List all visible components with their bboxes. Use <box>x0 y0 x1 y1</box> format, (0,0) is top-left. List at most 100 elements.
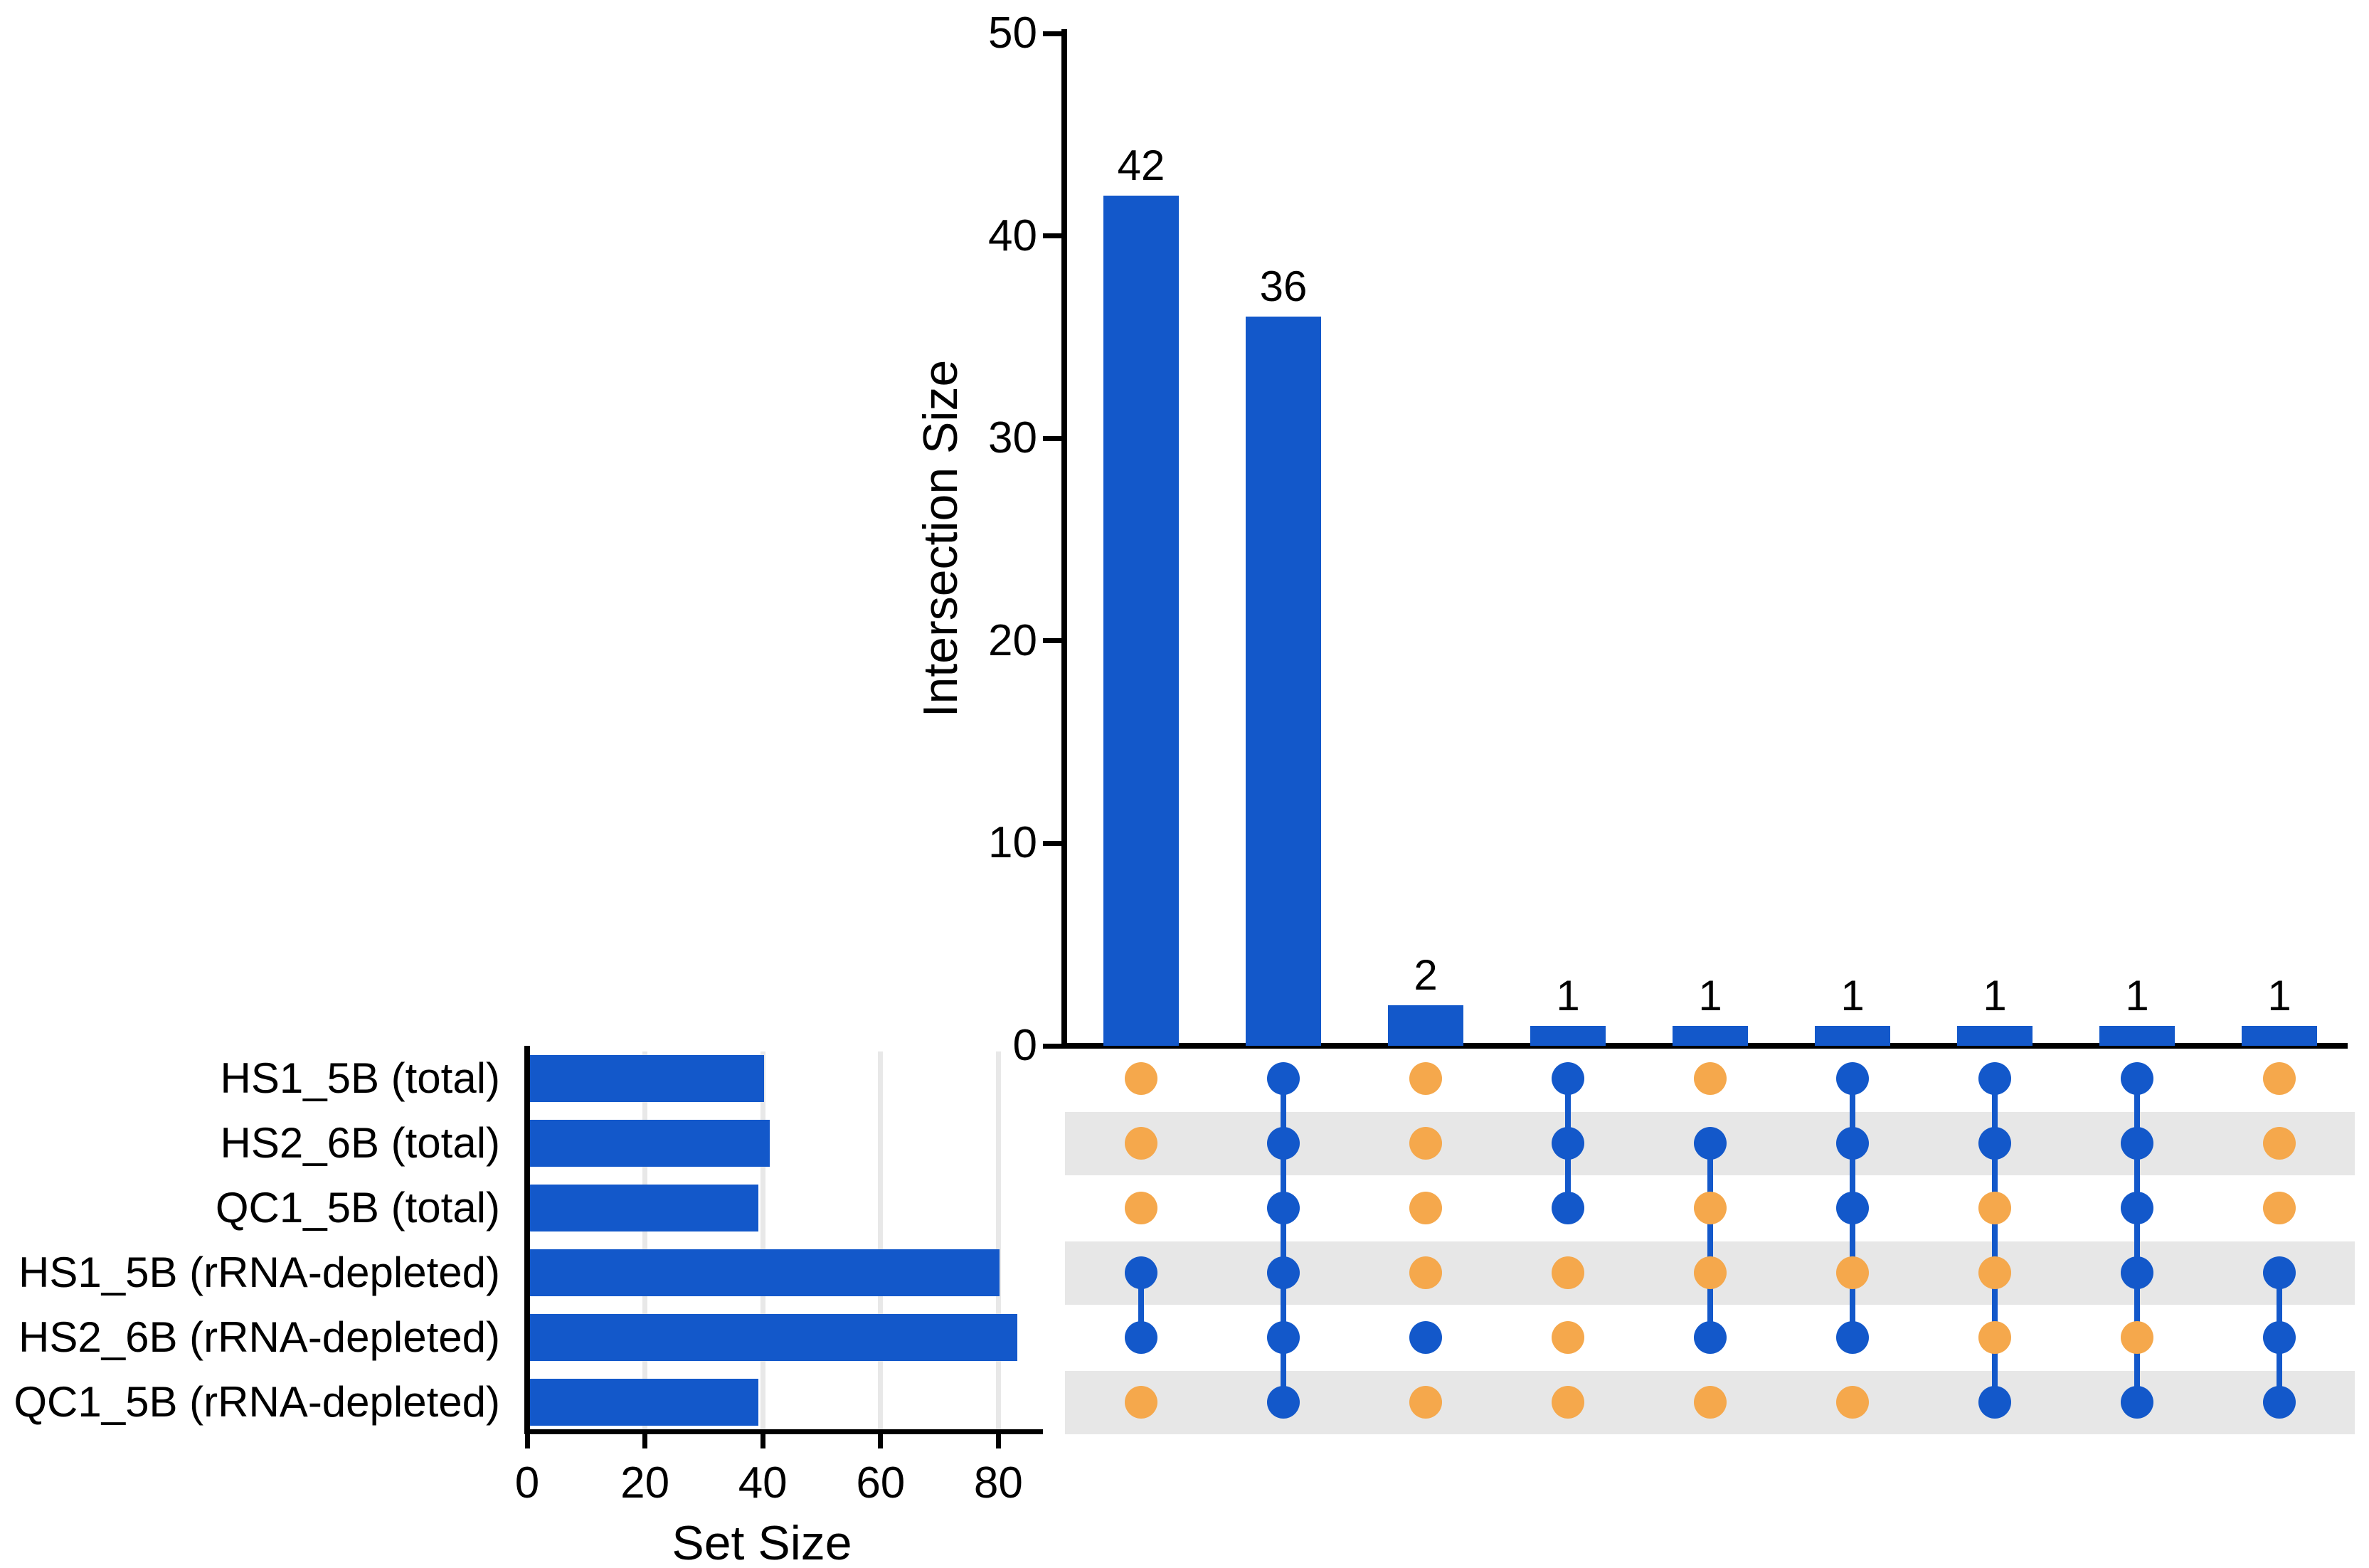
matrix-dot-active <box>1836 1127 1869 1160</box>
set-size-tick-mark <box>524 1431 530 1448</box>
set-size-bar <box>529 1249 1000 1296</box>
matrix-dot-inactive <box>1409 1256 1442 1289</box>
intersection-bar-value: 1 <box>2267 971 2291 1019</box>
matrix-dot-active <box>1978 1127 2011 1160</box>
set-size-tick-label: 20 <box>620 1458 670 1508</box>
intersection-bar <box>1815 1025 1890 1046</box>
y-tick-mark <box>1043 638 1061 644</box>
intersection-bar <box>1957 1025 2033 1046</box>
y-tick-label: 40 <box>988 211 1037 260</box>
set-size-tick-label: 0 <box>514 1458 540 1508</box>
y-tick-mark <box>1043 1043 1061 1049</box>
set-label: QC1_5B (rRNA-depleted) <box>14 1378 500 1426</box>
matrix-dot-active <box>1267 1192 1300 1224</box>
intersection-bar-value: 1 <box>1983 971 2007 1019</box>
matrix-dot-active <box>1267 1321 1300 1354</box>
matrix-dot-active <box>2263 1386 2296 1419</box>
set-label: QC1_5B (total) <box>215 1184 500 1231</box>
matrix-dot-inactive <box>1125 1386 1157 1419</box>
intersection-bar-value: 1 <box>1840 971 1865 1019</box>
matrix-dot-active <box>2121 1386 2153 1419</box>
intersection-bar <box>1103 195 1179 1046</box>
matrix-dot-inactive <box>1125 1062 1157 1095</box>
matrix-dot-inactive <box>1552 1386 1584 1419</box>
set-label: HS2_6B (total) <box>220 1119 500 1167</box>
matrix-dot-active <box>1836 1192 1869 1224</box>
y-tick-label: 0 <box>1012 1021 1037 1070</box>
matrix-dot-inactive <box>2263 1192 2296 1224</box>
matrix-connector <box>1707 1143 1713 1337</box>
y-axis-line <box>1061 29 1067 1049</box>
matrix-dot-active <box>2263 1256 2296 1289</box>
set-label: HS1_5B (rRNA-depleted) <box>18 1249 500 1296</box>
intersection-bar <box>2099 1025 2175 1046</box>
set-size-bar <box>529 1314 1018 1361</box>
intersection-bar <box>1530 1025 1606 1046</box>
matrix-dot-active <box>2263 1321 2296 1354</box>
set-size-gridline <box>878 1051 884 1431</box>
set-size-gridline <box>642 1051 648 1431</box>
matrix-dot-inactive <box>2121 1321 2153 1354</box>
matrix-dot-active <box>1267 1062 1300 1095</box>
set-size-tick-label: 40 <box>738 1458 788 1508</box>
y-tick-mark <box>1043 435 1061 441</box>
matrix-dot-inactive <box>1125 1127 1157 1160</box>
y-tick-label: 30 <box>988 413 1037 463</box>
matrix-dot-active <box>1552 1062 1584 1095</box>
matrix-connector <box>1281 1079 1286 1402</box>
matrix-dot-active <box>1267 1386 1300 1419</box>
matrix-connector <box>1138 1273 1144 1337</box>
set-size-tick-mark <box>878 1431 884 1448</box>
matrix-dot-active <box>2121 1192 2153 1224</box>
matrix-dot-inactive <box>1409 1192 1442 1224</box>
x-axis-line <box>1061 1043 2348 1049</box>
intersection-bar-value: 36 <box>1259 263 1308 311</box>
matrix-dot-inactive <box>1978 1192 2011 1224</box>
matrix-dot-active <box>2121 1256 2153 1289</box>
intersection-bar <box>2242 1025 2317 1046</box>
matrix-dot-inactive <box>1552 1321 1584 1354</box>
set-size-tick-label: 80 <box>973 1458 1023 1508</box>
intersection-bar-value: 1 <box>1556 971 1580 1019</box>
set-size-bar <box>529 1379 758 1426</box>
matrix-dot-inactive <box>2263 1127 2296 1160</box>
matrix-dot-inactive <box>1694 1062 1727 1095</box>
matrix-dot-active <box>1836 1062 1869 1095</box>
set-size-tick-mark <box>760 1431 765 1448</box>
y-tick-label: 20 <box>988 615 1037 665</box>
set-size-gridline <box>995 1051 1001 1431</box>
intersection-bar-value: 42 <box>1117 141 1165 189</box>
matrix-dot-inactive <box>2263 1062 2296 1095</box>
set-size-tick-label: 60 <box>856 1458 906 1508</box>
y-tick-mark <box>1043 233 1061 239</box>
matrix-dot-inactive <box>1694 1256 1727 1289</box>
intersection-bar-value: 2 <box>1414 951 1438 1000</box>
intersection-bar <box>1388 1005 1463 1046</box>
matrix-dot-inactive <box>1836 1386 1869 1419</box>
set-size-tick-mark <box>642 1431 648 1448</box>
matrix-dot-inactive <box>1409 1127 1442 1160</box>
intersection-bar <box>1673 1025 1748 1046</box>
set-label: HS1_5B (total) <box>220 1054 500 1102</box>
matrix-dot-active <box>1694 1321 1727 1354</box>
intersection-bar-value: 1 <box>2125 971 2149 1019</box>
set-size-x-axis-line <box>524 1429 1043 1434</box>
set-size-tick-mark <box>995 1431 1001 1448</box>
y-tick-mark <box>1043 31 1061 36</box>
matrix-dot-active <box>1552 1127 1584 1160</box>
set-size-gridline <box>760 1051 765 1431</box>
matrix-dot-inactive <box>1836 1256 1869 1289</box>
matrix-dot-active <box>1267 1256 1300 1289</box>
set-size-bar <box>529 1055 765 1102</box>
matrix-dot-inactive <box>1125 1192 1157 1224</box>
set-size-axis-label: Set Size <box>672 1516 852 1568</box>
matrix-dot-active <box>1267 1127 1300 1160</box>
set-label: HS2_6B (rRNA-depleted) <box>18 1313 500 1361</box>
matrix-connector <box>2134 1079 2140 1402</box>
matrix-dot-active <box>1694 1127 1727 1160</box>
matrix-dot-active <box>1836 1321 1869 1354</box>
matrix-dot-inactive <box>1978 1256 2011 1289</box>
y-tick-mark <box>1043 840 1061 846</box>
y-tick-label: 10 <box>988 818 1037 868</box>
